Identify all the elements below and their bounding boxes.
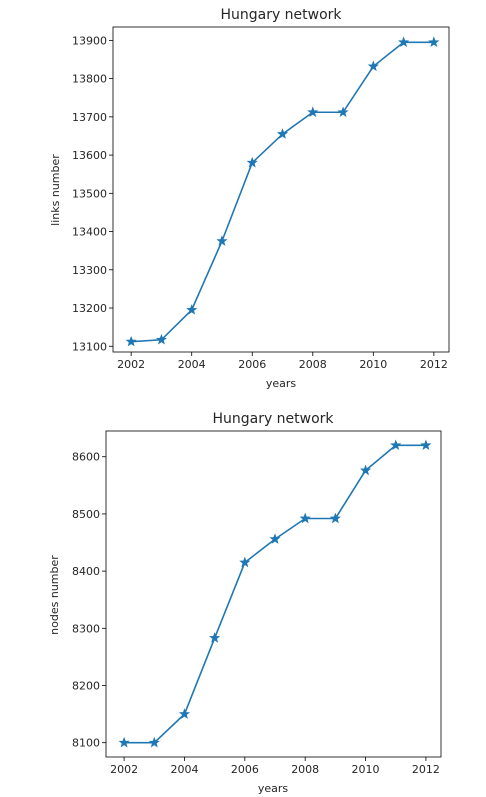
y-axis-ticks: 13100 13200 13300 13400 13500 13600 13700 13800… xyxy=(72,34,113,353)
x-tick-label: 2012 xyxy=(420,358,448,371)
data-point-marker xyxy=(178,708,191,719)
y-tick-label: 8400 xyxy=(72,565,100,578)
data-point-marker xyxy=(239,556,251,568)
y-axis-label: links number xyxy=(49,154,62,226)
series-line xyxy=(131,41,434,343)
data-point-marker xyxy=(148,736,160,748)
y-tick-label: 8200 xyxy=(72,680,100,693)
y-tick-label: 13900 xyxy=(72,34,107,47)
y-tick-label: 13600 xyxy=(72,149,107,162)
data-point-marker xyxy=(246,156,258,168)
data-point-marker xyxy=(428,36,440,48)
y-tick-label: 8500 xyxy=(72,508,100,521)
data-point-marker xyxy=(367,60,379,72)
x-tick-label: 2002 xyxy=(110,763,138,776)
data-point-marker xyxy=(118,736,130,748)
data-point-marker xyxy=(186,304,198,315)
data-point-marker xyxy=(125,335,137,347)
chart-title: Hungary network xyxy=(212,411,334,427)
chart-nodes: Hungary network 2002 2004 2006 2008 2010 2012… xyxy=(48,411,442,795)
y-tick-label: 8100 xyxy=(72,737,100,750)
x-tick-label: 2012 xyxy=(412,763,440,776)
x-axis-ticks: 2002 2004 2006 2008 2010 2012 xyxy=(110,757,440,776)
x-tick-label: 2008 xyxy=(299,358,327,371)
data-point-marker xyxy=(329,512,341,524)
x-tick-label: 2008 xyxy=(291,763,319,776)
x-axis-label: years xyxy=(258,782,289,795)
data-point-marker xyxy=(337,106,349,118)
data-point-marker xyxy=(269,533,281,544)
y-tick-label: 13100 xyxy=(72,340,107,353)
x-tick-label: 2006 xyxy=(231,763,259,776)
data-point-marker xyxy=(420,439,432,451)
data-point-marker xyxy=(299,512,311,524)
y-tick-label: 8600 xyxy=(72,451,100,464)
x-tick-label: 2006 xyxy=(238,358,266,371)
data-point-marker xyxy=(359,464,372,476)
x-tick-label: 2002 xyxy=(117,358,145,371)
data-point-marker xyxy=(398,36,410,48)
chart-title: Hungary network xyxy=(220,7,342,23)
chart-links: Hungary network 2002 2004 2006 2008 2010 2012… xyxy=(49,7,450,390)
y-axis-label: nodes number xyxy=(48,555,61,635)
data-point-marker xyxy=(216,235,228,246)
x-axis-label: years xyxy=(266,377,297,390)
y-tick-label: 13500 xyxy=(72,187,107,200)
x-tick-label: 2004 xyxy=(178,358,206,371)
y-tick-label: 13300 xyxy=(72,264,107,277)
y-tick-label: 8300 xyxy=(72,622,100,635)
x-tick-label: 2010 xyxy=(359,358,387,371)
data-point-marker xyxy=(307,106,319,118)
data-point-marker xyxy=(390,439,402,451)
y-axis-ticks: 8100 8200 8300 8400 8500 8600 xyxy=(72,451,106,750)
x-axis-ticks: 2002 2004 2006 2008 2010 2012 xyxy=(117,352,448,371)
plot-frame xyxy=(112,26,450,353)
series-line xyxy=(124,444,426,744)
x-tick-label: 2004 xyxy=(170,763,198,776)
y-tick-label: 13400 xyxy=(72,226,107,239)
y-tick-label: 13700 xyxy=(72,111,107,124)
series-nodes xyxy=(118,439,432,748)
y-tick-label: 13200 xyxy=(72,302,107,315)
series-links xyxy=(125,36,440,347)
data-point-marker xyxy=(155,333,168,345)
data-point-marker xyxy=(276,128,289,139)
x-tick-label: 2010 xyxy=(352,763,380,776)
data-point-marker xyxy=(209,632,221,643)
plot-frame xyxy=(105,430,442,758)
y-tick-label: 13800 xyxy=(72,73,107,86)
